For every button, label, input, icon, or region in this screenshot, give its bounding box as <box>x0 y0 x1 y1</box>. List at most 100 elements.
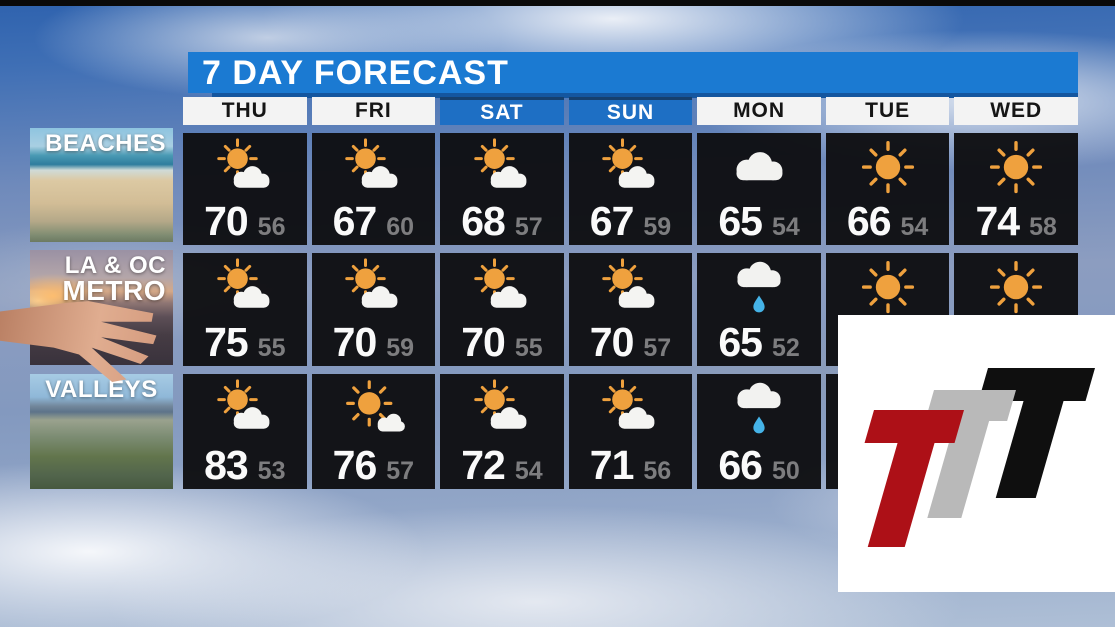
day-header-sat: SAT <box>440 97 564 125</box>
low-temp: 55 <box>514 334 543 362</box>
low-temp: 60 <box>386 213 415 241</box>
forecast-cell-beaches-sun: 67 59 <box>568 133 693 245</box>
partly-cloudy-icon <box>463 379 541 439</box>
day-header-sun: SUN <box>568 97 693 125</box>
forecast-cell-beaches-fri: 67 60 <box>311 133 436 245</box>
banner-title: 7 DAY FORECAST <box>202 54 509 92</box>
high-temp: 70 <box>461 319 506 365</box>
low-temp: 52 <box>771 334 800 362</box>
partly-cloudy-icon <box>206 138 284 198</box>
partly-cloudy-icon <box>463 138 541 198</box>
day-header-wed: WED <box>954 97 1078 125</box>
low-temp: 54 <box>900 213 929 241</box>
low-temp: 50 <box>771 457 800 485</box>
temps: 67 59 <box>590 201 671 242</box>
low-temp: 53 <box>257 457 286 485</box>
temps: 70 57 <box>590 322 671 363</box>
sunny-icon <box>849 258 927 318</box>
forecast-cell-beaches-tue: 66 54 <box>825 133 950 245</box>
high-temp: 68 <box>461 198 506 244</box>
day-header-thu: THU <box>183 97 307 125</box>
temps: 66 50 <box>718 445 799 486</box>
logo-gray-t <box>925 390 1016 518</box>
high-temp: 72 <box>461 442 506 488</box>
forecast-cell-valleys-fri: 76 57 <box>311 374 436 489</box>
day-header-tue: TUE <box>825 97 950 125</box>
region-label-text: LA & OC <box>64 252 166 279</box>
temps: 76 57 <box>333 445 414 486</box>
temps: 70 59 <box>333 322 414 363</box>
region-label-valleys: VALLEYS <box>34 376 169 403</box>
day-header-fri: FRI <box>311 97 436 125</box>
temps: 65 54 <box>718 201 799 242</box>
high-temp: 66 <box>718 442 763 488</box>
partly-cloudy-icon <box>334 138 412 198</box>
rain-icon <box>720 379 798 439</box>
forecast-cell-la-oc-metro-sat: 70 55 <box>440 253 564 366</box>
forecast-cell-beaches-mon: 65 54 <box>697 133 821 245</box>
temps: 70 56 <box>204 201 285 242</box>
day-header-mon: MON <box>697 97 821 125</box>
temps: 72 54 <box>461 445 542 486</box>
low-temp: 59 <box>386 334 415 362</box>
region-label-text: VALLEYS <box>45 376 158 403</box>
high-temp: 70 <box>204 198 249 244</box>
high-temp: 74 <box>975 198 1020 244</box>
letterbox-bar <box>0 0 1115 6</box>
rain-icon <box>720 258 798 318</box>
forecast-cell-valleys-thu: 83 53 <box>183 374 307 489</box>
region-label-text: METRO <box>62 274 166 306</box>
partly-cloudy-icon <box>591 379 669 439</box>
banner-shadow <box>212 92 1078 98</box>
partly-cloudy-icon <box>591 138 669 198</box>
partly-cloudy-icon <box>206 258 284 318</box>
temps: 71 56 <box>590 445 671 486</box>
temps: 66 54 <box>847 201 928 242</box>
cloudy-icon <box>720 138 798 198</box>
low-temp: 57 <box>386 457 415 485</box>
sunny-icon <box>977 138 1055 198</box>
high-temp: 76 <box>332 442 378 488</box>
temps: 70 55 <box>461 322 542 363</box>
low-temp: 57 <box>643 334 672 362</box>
high-temp: 70 <box>332 319 378 365</box>
forecast-cell-beaches-sat: 68 57 <box>440 133 564 245</box>
high-temp: 71 <box>589 442 635 488</box>
high-temp: 65 <box>718 198 763 244</box>
sunny-icon <box>849 138 927 198</box>
high-temp: 67 <box>589 198 635 244</box>
high-temp: 83 <box>204 442 249 488</box>
forecast-cell-la-oc-metro-thu: 75 55 <box>183 253 307 366</box>
forecast-banner: 7 DAY FORECAST <box>188 52 1078 93</box>
forecast-cell-beaches-wed: 74 58 <box>954 133 1078 245</box>
temps: 65 52 <box>718 322 799 363</box>
forecast-cell-valleys-sun: 71 56 <box>568 374 693 489</box>
partly-cloudy-icon <box>591 258 669 318</box>
temps: 83 53 <box>204 445 285 486</box>
ttt-logo-icon <box>864 368 1095 547</box>
partly-cloudy-icon <box>206 379 284 439</box>
low-temp: 57 <box>514 213 543 241</box>
low-temp: 56 <box>643 457 672 485</box>
low-temp: 55 <box>257 334 286 362</box>
region-label-beaches: BEACHES <box>34 132 166 156</box>
mostly-sunny-icon <box>334 379 412 439</box>
low-temp: 59 <box>643 213 672 241</box>
high-temp: 75 <box>204 319 249 365</box>
forecast-cell-valleys-sat: 72 54 <box>440 374 564 489</box>
forecast-cell-valleys-mon: 66 50 <box>697 374 821 489</box>
sunny-icon <box>977 258 1055 318</box>
forecast-cell-la-oc-metro-fri: 70 59 <box>311 253 436 366</box>
forecast-cell-la-oc-metro-mon: 65 52 <box>697 253 821 366</box>
temps: 67 60 <box>333 201 414 242</box>
low-temp: 54 <box>771 213 800 241</box>
temps: 74 58 <box>975 201 1056 242</box>
forecast-cell-beaches-thu: 70 56 <box>183 133 307 245</box>
high-temp: 67 <box>332 198 378 244</box>
high-temp: 65 <box>718 319 763 365</box>
high-temp: 70 <box>589 319 635 365</box>
partly-cloudy-icon <box>334 258 412 318</box>
logo-red-t <box>864 410 964 547</box>
forecast-cell-la-oc-metro-sun: 70 57 <box>568 253 693 366</box>
